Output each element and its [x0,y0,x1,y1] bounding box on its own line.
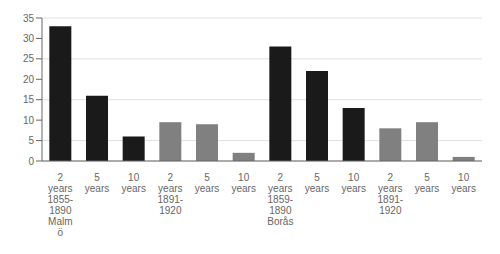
svg-text:2years1859-1890Borås: 2years1859-1890Borås [267,172,293,227]
svg-text:10years: 10years [121,172,145,194]
svg-text:2years1891-1920: 2years1891-1920 [158,172,184,216]
svg-text:2years1891-1920: 2years1891-1920 [378,172,404,216]
svg-text:5: 5 [28,135,34,146]
svg-text:10years: 10years [451,172,475,194]
svg-text:5years: 5years [195,172,219,194]
svg-text:10years: 10years [341,172,365,194]
svg-text:2years1855-1890Malmö: 2years1855-1890Malmö [48,172,74,238]
svg-text:0: 0 [28,156,34,167]
svg-text:5years: 5years [305,172,329,194]
svg-text:30: 30 [23,33,35,44]
svg-text:25: 25 [23,53,35,64]
svg-text:15: 15 [23,94,35,105]
svg-text:10: 10 [23,115,35,126]
svg-text:35: 35 [23,13,35,24]
svg-text:5years: 5years [415,172,439,194]
svg-text:10years: 10years [231,172,255,194]
svg-text:5years: 5years [85,172,109,194]
svg-text:20: 20 [23,74,35,85]
